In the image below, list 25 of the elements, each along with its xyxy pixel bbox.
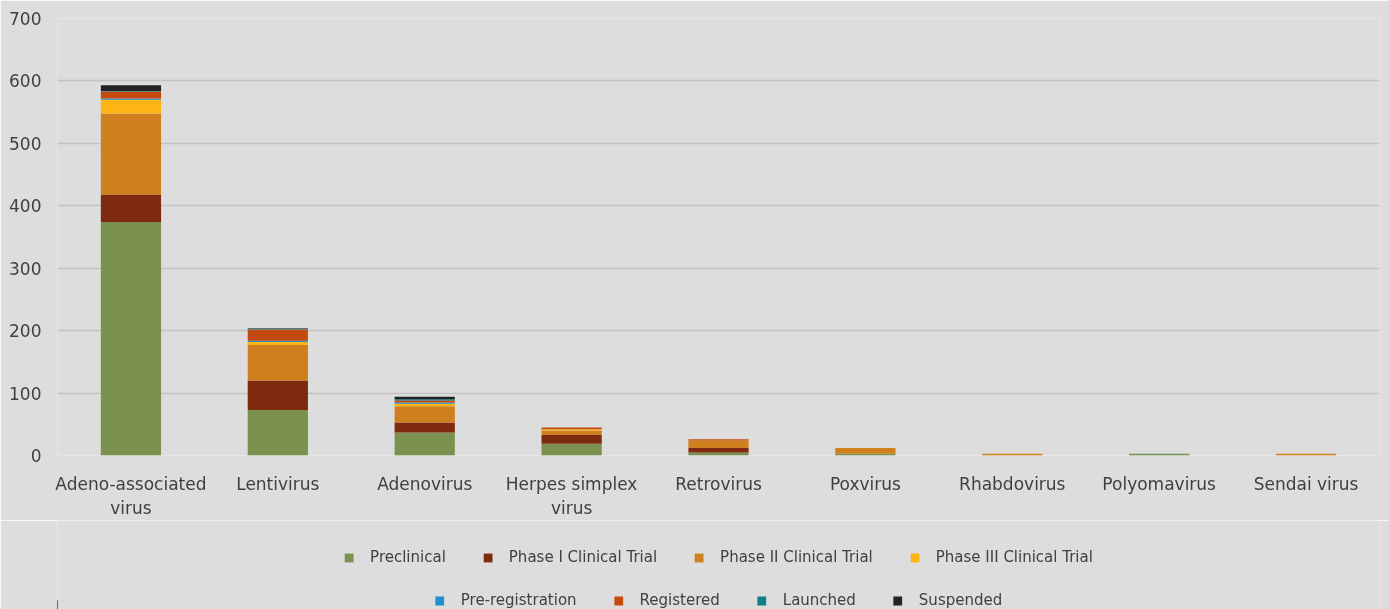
x-tick-label: Sendai virus	[1253, 473, 1359, 494]
legend-label: Launched	[782, 591, 856, 609]
y-tick-label: 400	[9, 196, 42, 217]
legend-label: Suspended	[918, 591, 1003, 609]
y-tick-label: 100	[9, 383, 42, 404]
y-tick-label: 0	[30, 446, 42, 466]
x-tick-label: Poxvirus	[829, 473, 902, 494]
x-tick-label: Rhabdovirus	[959, 473, 1066, 494]
legend-label: Registered	[639, 591, 720, 609]
x-tick-label: Lentivirus	[236, 473, 320, 494]
legend-label: Preclinical	[370, 548, 446, 566]
y-tick-label: 700	[9, 9, 42, 29]
y-tick-label: 200	[9, 321, 42, 342]
x-tick-label: Retrovirus	[675, 473, 762, 494]
y-tick-label: 500	[9, 133, 42, 154]
x-tick-label: Polyomavirus	[1102, 473, 1217, 494]
x-tick-label: Herpes simplex virus	[505, 473, 638, 518]
y-tick-label: 300	[9, 258, 42, 279]
legend-label: Phase I Clinical Trial	[508, 548, 658, 566]
x-tick-label: Adeno-associated virus	[55, 473, 207, 518]
legend-label: Phase II Clinical Trial	[720, 548, 873, 566]
y-tick-label: 600	[9, 71, 42, 92]
legend-label: Pre-registration	[460, 591, 577, 609]
x-tick-label: Adenovirus	[377, 473, 473, 494]
legend-label: Phase III Clinical Trial	[935, 548, 1093, 566]
